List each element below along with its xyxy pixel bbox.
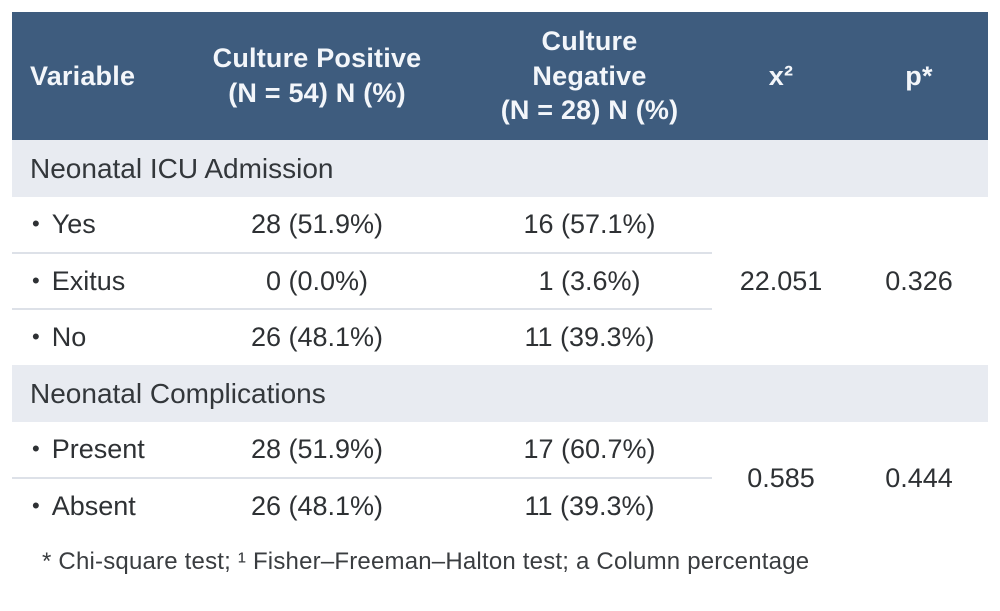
table-row-exitus: • Exitus 0 (0.0%) 1 (3.6%) bbox=[12, 253, 988, 310]
table-container: Variable Culture Positive (N = 54) N (%)… bbox=[12, 12, 988, 575]
row-label-cell: • Yes bbox=[12, 197, 167, 254]
row-label: Absent bbox=[51, 491, 136, 521]
col-header-chi-square: x² bbox=[712, 12, 850, 140]
bullet-icon: • bbox=[32, 493, 40, 518]
culture-negative-value: 16 (57.1%) bbox=[467, 197, 712, 254]
row-label-cell: • No bbox=[12, 309, 167, 365]
chi-square-value: 0.585 bbox=[712, 422, 850, 534]
stats-table: Variable Culture Positive (N = 54) N (%)… bbox=[12, 12, 988, 534]
col-header-culture-positive: Culture Positive (N = 54) N (%) bbox=[167, 12, 467, 140]
row-label: Present bbox=[51, 434, 145, 464]
chi-square-value: 22.051 bbox=[712, 197, 850, 365]
culture-positive-value: 26 (48.1%) bbox=[167, 478, 467, 534]
row-label-cell: • Exitus bbox=[12, 253, 167, 310]
row-label: No bbox=[51, 322, 87, 352]
col-header-culture-negative: Culture Negative (N = 28) N (%) bbox=[467, 12, 712, 140]
p-value: 0.444 bbox=[850, 422, 988, 534]
bullet-icon: • bbox=[32, 324, 40, 349]
header-sublabel: (N = 54) N (%) bbox=[228, 78, 406, 108]
culture-positive-value: 28 (51.9%) bbox=[167, 422, 467, 479]
p-value: 0.326 bbox=[850, 197, 988, 365]
footnote: * Chi-square test; ¹ Fisher–Freeman–Halt… bbox=[42, 548, 810, 575]
table-row-no: • No 26 (48.1%) 11 (39.3%) bbox=[12, 309, 988, 365]
header-row: Variable Culture Positive (N = 54) N (%)… bbox=[12, 12, 988, 140]
header-sublabel: (N = 28) N (%) bbox=[500, 95, 679, 126]
table-row-yes: • Yes 28 (51.9%) 16 (57.1%) 22.051 0.326 bbox=[12, 197, 988, 365]
culture-negative-value: 17 (60.7%) bbox=[467, 422, 712, 479]
header-label: x² bbox=[768, 60, 794, 91]
culture-negative-value: 11 (39.3%) bbox=[467, 478, 712, 534]
culture-positive-value: 28 (51.9%) bbox=[167, 197, 467, 254]
culture-negative-value: 11 (39.3%) bbox=[467, 309, 712, 365]
header-label: Culture Positive bbox=[212, 43, 422, 74]
section-title: Neonatal ICU Admission bbox=[12, 140, 988, 197]
header-label: Culture bbox=[541, 26, 638, 57]
col-header-p-value: p* bbox=[850, 12, 988, 140]
header-label: Negative bbox=[532, 60, 647, 91]
section-title: Neonatal Complications bbox=[12, 365, 988, 422]
header-label: p* bbox=[905, 60, 933, 91]
culture-positive-value: 26 (48.1%) bbox=[167, 309, 467, 365]
culture-negative-value: 1 (3.6%) bbox=[467, 253, 712, 310]
bullet-icon: • bbox=[32, 267, 40, 293]
bullet-icon: • bbox=[32, 436, 40, 461]
col-header-variable: Variable bbox=[12, 12, 167, 140]
row-label: Exitus bbox=[51, 265, 126, 296]
table-row-absent: • Absent 26 (48.1%) 11 (39.3%) bbox=[12, 478, 988, 534]
culture-positive-value: 0 (0.0%) bbox=[167, 253, 467, 310]
table-row-present: • Present 28 (51.9%) 17 (60.7%) 0.585 0.4… bbox=[12, 422, 988, 534]
section-row-neonatal-icu-admission: Neonatal ICU Admission bbox=[12, 140, 988, 197]
bullet-icon: • bbox=[32, 211, 40, 236]
row-label-cell: • Absent bbox=[12, 478, 167, 534]
header-label: Variable bbox=[30, 60, 136, 91]
row-label-cell: • Present bbox=[12, 422, 167, 479]
section-row-neonatal-complications: Neonatal Complications bbox=[12, 365, 988, 422]
row-label: Yes bbox=[51, 209, 96, 239]
